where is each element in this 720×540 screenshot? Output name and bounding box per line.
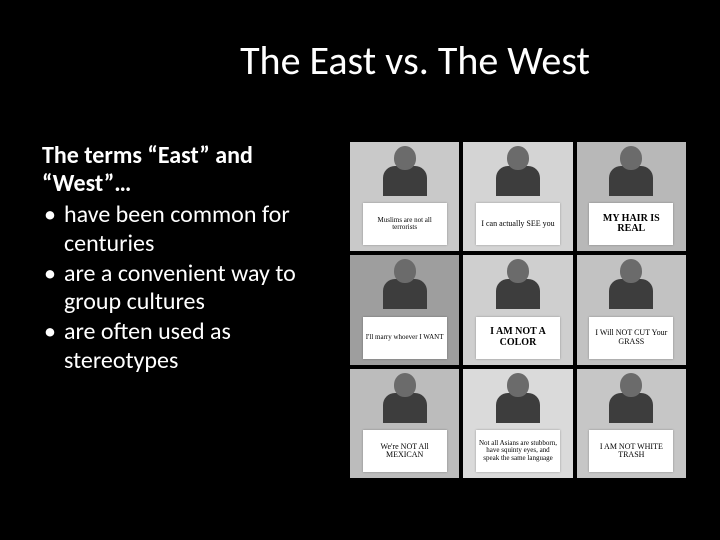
sign-text: I'll marry whoever I WANT xyxy=(363,317,447,359)
person-icon xyxy=(382,146,428,192)
sign-text: I AM NOT WHITE TRASH xyxy=(589,430,673,472)
bullet-item: are often used as stereotypes xyxy=(42,318,332,375)
person-icon xyxy=(495,373,541,419)
slide-title: The East vs. The West xyxy=(0,36,720,85)
grid-cell: I Will NOT CUT Your GRASS xyxy=(577,255,686,364)
person-icon xyxy=(608,146,654,192)
person-icon xyxy=(608,373,654,419)
grid-cell: Not all Asians are stubborn, have squint… xyxy=(463,369,572,478)
sign-text: MY HAIR IS REAL xyxy=(589,203,673,245)
sign-text: Not all Asians are stubborn, have squint… xyxy=(476,430,560,472)
bullet-item: have been common for centuries xyxy=(42,201,332,258)
grid-cell: I AM NOT WHITE TRASH xyxy=(577,369,686,478)
grid-cell: I'll marry whoever I WANT xyxy=(350,255,459,364)
person-icon xyxy=(608,259,654,305)
slide: The East vs. The West The terms “East” a… xyxy=(0,0,720,540)
sign-text: Muslims are not all terrorists xyxy=(363,203,447,245)
grid-cell: We're NOT All MEXICAN xyxy=(350,369,459,478)
grid-cell: I can actually SEE you xyxy=(463,142,572,251)
sign-text: I Will NOT CUT Your GRASS xyxy=(589,317,673,359)
person-icon xyxy=(495,146,541,192)
grid-cell: I AM NOT A COLOR xyxy=(463,255,572,364)
person-icon xyxy=(495,259,541,305)
image-grid: Muslims are not all terrorists I can act… xyxy=(350,142,686,478)
text-content: The terms “East” and “West”… have been c… xyxy=(42,142,332,377)
grid-cell: Muslims are not all terrorists xyxy=(350,142,459,251)
bullet-list: have been common for centuries are a con… xyxy=(42,201,332,375)
person-icon xyxy=(382,259,428,305)
person-icon xyxy=(382,373,428,419)
grid-cell: MY HAIR IS REAL xyxy=(577,142,686,251)
sign-text: We're NOT All MEXICAN xyxy=(363,430,447,472)
sign-text: I can actually SEE you xyxy=(476,203,560,245)
sign-text: I AM NOT A COLOR xyxy=(476,317,560,359)
bullet-item: are a convenient way to group cultures xyxy=(42,260,332,317)
lead-text: The terms “East” and “West”… xyxy=(42,142,332,197)
